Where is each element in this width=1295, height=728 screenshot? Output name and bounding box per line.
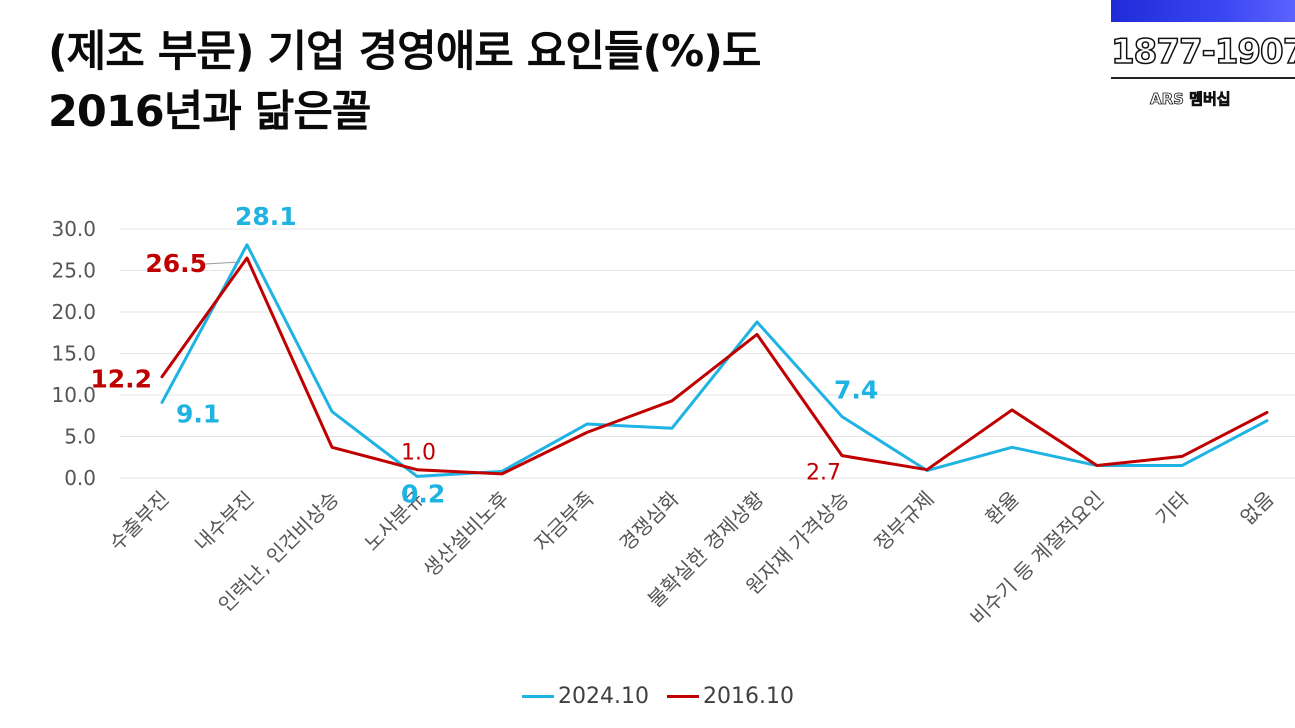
y-tick-label: 0.0 [64, 466, 96, 490]
brand-color-bar [1111, 0, 1295, 22]
data-label: 7.4 [834, 376, 878, 405]
page-title: (제조 부문) 기업 경영애로 요인들(%)도 2016년과 닮은꼴 [48, 22, 761, 142]
title-line-2: 2016년과 닮은꼴 [48, 87, 371, 137]
x-tick-label: 기타 [1151, 487, 1194, 530]
y-tick-label: 20.0 [51, 300, 96, 324]
chart-legend: 2024.10 2016.10 [522, 684, 812, 709]
label-leader-line [204, 261, 241, 265]
data-label: 9.1 [176, 399, 220, 428]
y-tick-label: 25.0 [51, 259, 96, 283]
x-tick-label: 경쟁심화 [615, 487, 684, 556]
x-tick-label: 자금부족 [530, 487, 599, 556]
x-tick-label: 환율 [981, 487, 1024, 530]
series-line-2024.10 [160, 243, 1269, 478]
y-tick-label: 15.0 [51, 342, 96, 366]
data-label: 2.7 [806, 461, 841, 486]
x-tick-label: 내수부진 [190, 487, 259, 556]
legend-item-2016: 2016.10 [666, 684, 794, 709]
y-tick-label: 10.0 [51, 383, 96, 407]
y-tick-label: 5.0 [64, 425, 96, 449]
legend-item-2024: 2024.10 [522, 684, 649, 709]
data-label: 1.0 [401, 441, 436, 466]
legend-label-2016: 2016.10 [702, 684, 794, 709]
x-tick-label: 없음 [1236, 487, 1279, 530]
brand-subtitle: ARS 멤버십 [1150, 90, 1231, 109]
data-label: 28.1 [235, 202, 297, 231]
data-label: 26.5 [145, 249, 207, 278]
y-tick-label: 30.0 [51, 217, 96, 241]
legend-swatch-2024 [522, 695, 554, 698]
series-line-2016.10 [160, 256, 1269, 476]
brand-phone-number: 1877-1907 [1110, 31, 1295, 73]
x-tick-label: 수출부진 [105, 487, 174, 556]
legend-swatch-2016 [666, 695, 699, 698]
title-line-1: (제조 부문) 기업 경영애로 요인들(%)도 [48, 27, 761, 77]
brand-divider [1111, 77, 1295, 79]
legend-label-2024: 2024.10 [558, 684, 649, 709]
x-tick-label: 정부규제 [870, 487, 939, 556]
data-label: 0.2 [401, 479, 445, 508]
data-label: 12.2 [90, 365, 152, 394]
